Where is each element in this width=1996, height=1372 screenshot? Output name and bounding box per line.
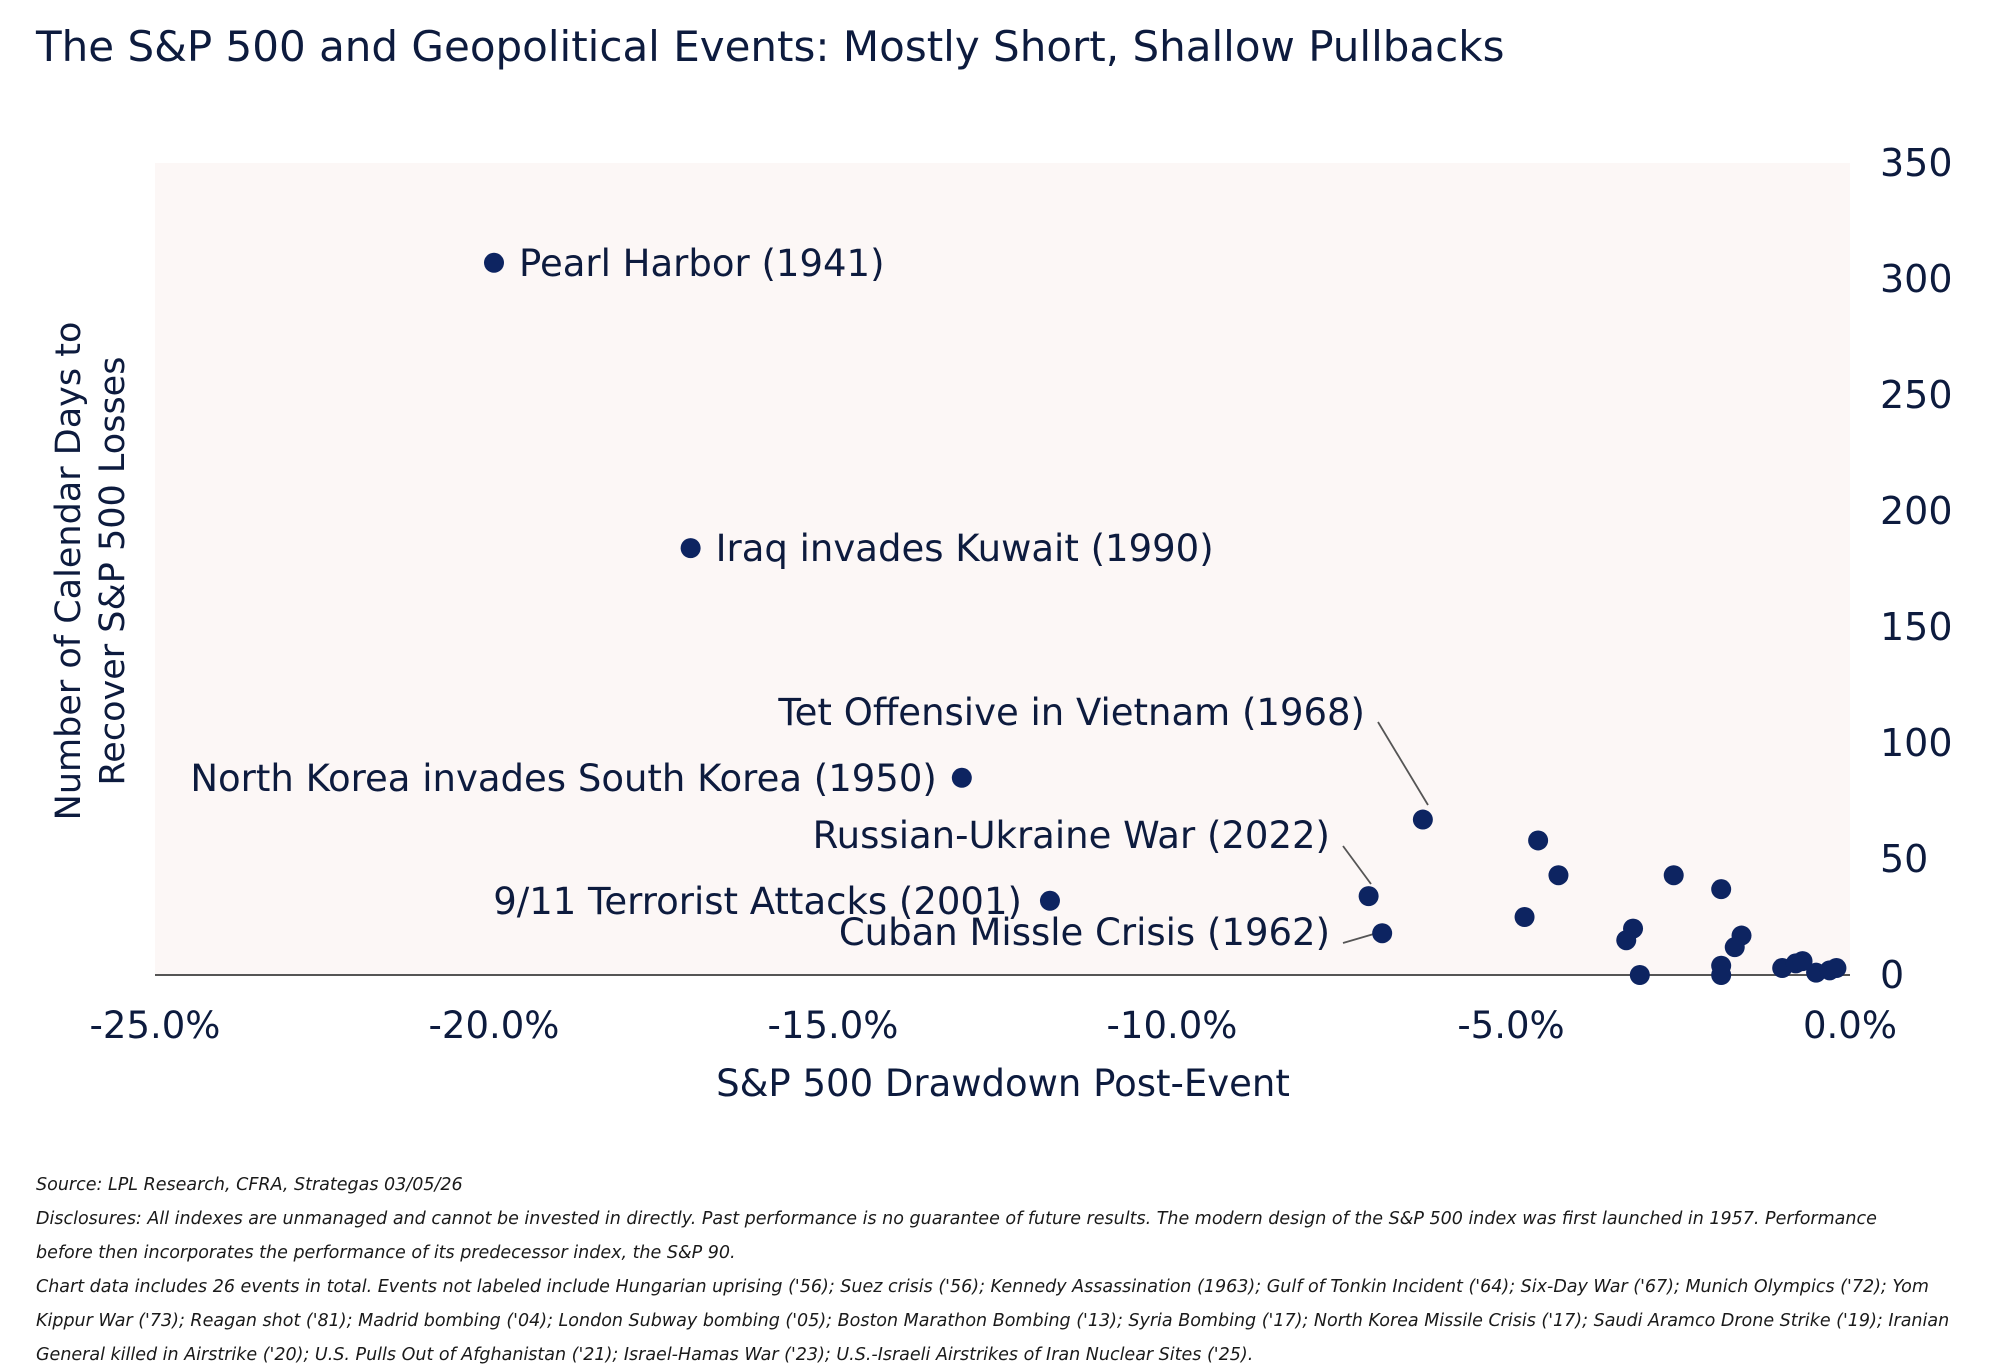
events-note-line-3: General killed in Airstrike ('20); U.S. …: [36, 1345, 1254, 1365]
x-tick-label: -5.0%: [1457, 1004, 1564, 1047]
y-tick-label: 200: [1880, 489, 1953, 533]
data-point-labeled: [951, 767, 972, 788]
data-point: [1724, 937, 1745, 958]
y-tick-label: 0: [1880, 953, 1904, 997]
x-tick-label: -10.0%: [1107, 1004, 1238, 1047]
data-point-labeled: [1358, 886, 1379, 907]
data-point: [1711, 965, 1732, 985]
data-point: [1826, 958, 1847, 979]
data-point-labeled: [1039, 890, 1060, 911]
y-tick-label: 250: [1880, 373, 1953, 417]
y-tick-label: 100: [1880, 721, 1953, 765]
chart-title: The S&P 500 and Geopolitical Events: Mos…: [36, 22, 1505, 71]
data-point-label: North Korea invades South Korea (1950): [190, 757, 936, 800]
data-point-label: 9/11 Terrorist Attacks (2001): [493, 880, 1022, 923]
point-labels: Pearl Harbor (1941) Iraq invades Kuwait (…: [190, 242, 1365, 954]
x-axis-label: S&P 500 Drawdown Post-Event: [716, 1062, 1290, 1105]
y-tick-label: 350: [1880, 141, 1953, 185]
plot-area: [155, 163, 1850, 975]
x-tick-label: 0.0%: [1803, 1004, 1897, 1047]
data-point: [1792, 951, 1813, 972]
data-point-label: Russian-Ukraine War (2022): [813, 814, 1330, 857]
data-point: [1629, 965, 1650, 985]
data-point: [1528, 830, 1549, 851]
y-tick-label: 150: [1880, 605, 1953, 649]
data-point: [1514, 907, 1535, 927]
data-point-label: Iraq invades Kuwait (1990): [716, 527, 1214, 570]
y-tick-label: 300: [1880, 257, 1953, 301]
x-tick-label: -20.0%: [429, 1004, 560, 1047]
data-point: [1663, 865, 1684, 886]
y-axis-label-line1: Number of Calendar Days to: [49, 322, 89, 821]
disclosure-line-1: Disclosures: All indexes are unmanaged a…: [36, 1209, 1877, 1229]
data-point: [1548, 865, 1569, 886]
disclosure-line-2: before then incorporates the performance…: [36, 1243, 736, 1263]
data-points: [484, 252, 1847, 985]
data-point-label: Pearl Harbor (1941): [519, 242, 885, 285]
data-point: [1711, 879, 1732, 900]
data-point-labeled: [1412, 809, 1433, 830]
data-point: [1616, 930, 1637, 951]
y-tick-label: 50: [1880, 837, 1928, 881]
data-point-labeled: [484, 252, 504, 273]
x-tick-labels: -25.0% -20.0% -15.0% -10.0% -5.0% 0.0%: [90, 1004, 1897, 1047]
y-tick-labels: 0 50 100 150 200 250 300 350: [1880, 141, 1953, 997]
leader-line: [1377, 721, 1429, 806]
data-point-label: Tet Offensive in Vietnam (1968): [777, 691, 1365, 734]
events-note-line-1: Chart data includes 26 events in total. …: [36, 1277, 1929, 1297]
data-point-labeled: [1372, 923, 1393, 944]
data-point-label: Cuban Missle Crisis (1962): [839, 911, 1330, 954]
scatter-chart: 0 50 100 150 200 250 300 350 -25.0% -20.0% -15.0%…: [49, 141, 1953, 1105]
leader-line: [1342, 845, 1372, 885]
footer-notes: Source: LPL Research, CFRA, Strategas 03…: [36, 1168, 1966, 1372]
source-note: Source: LPL Research, CFRA, Strategas 03…: [36, 1175, 463, 1195]
events-note-line-2: Kippur War ('73); Reagan shot ('81); Mad…: [36, 1311, 1950, 1331]
y-axis-label-line2: Recover S&P 500 Losses: [93, 357, 133, 786]
x-tick-label: -25.0%: [90, 1004, 221, 1047]
data-point-labeled: [680, 538, 701, 559]
x-tick-label: -15.0%: [768, 1004, 899, 1047]
